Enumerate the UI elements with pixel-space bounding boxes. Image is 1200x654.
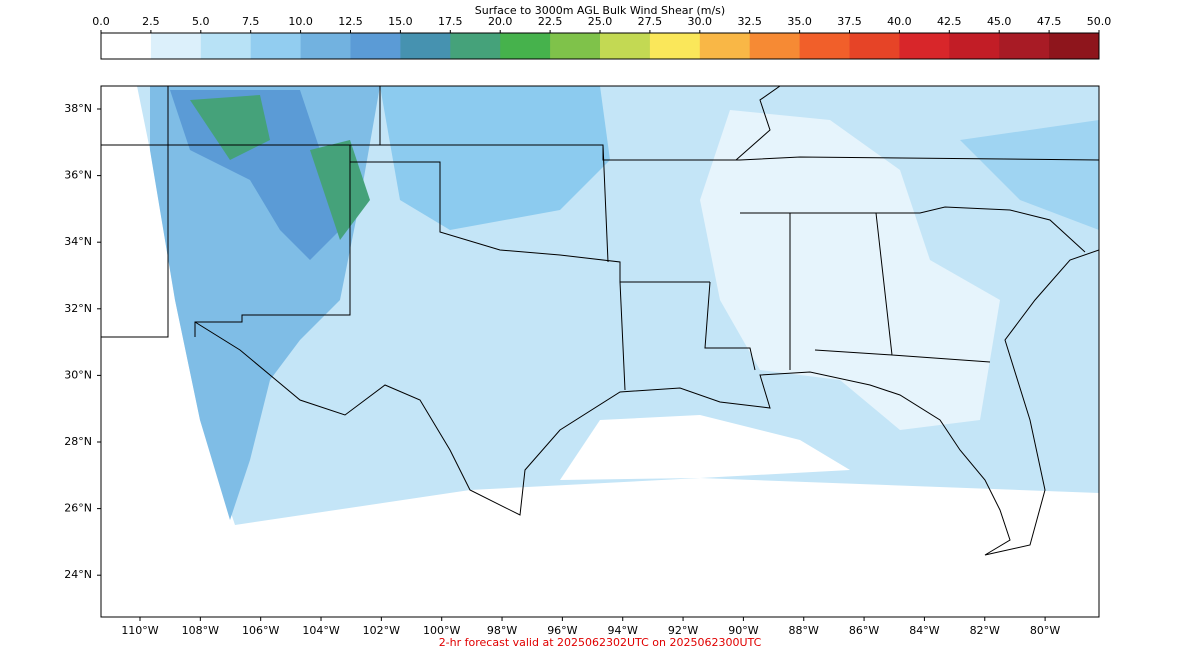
lon-label: 84°W xyxy=(909,624,939,637)
colorbar-segment xyxy=(749,33,801,59)
colorbar-tick-label: 10.0 xyxy=(288,15,313,28)
colorbar-segment xyxy=(400,33,451,59)
field-area xyxy=(190,95,370,240)
lon-label: 82°W xyxy=(970,624,1000,637)
colorbar-segment xyxy=(550,33,601,59)
field-area xyxy=(560,415,850,480)
lon-label: 106°W xyxy=(242,624,279,637)
colorbar-tick-label: 22.5 xyxy=(538,15,563,28)
colorbar-tick-label: 45.0 xyxy=(987,15,1012,28)
colorbar-tick-label: 5.0 xyxy=(192,15,210,28)
lon-label: 90°W xyxy=(728,624,758,637)
boundaries xyxy=(101,86,1099,556)
colorbar-tick-label: 15.0 xyxy=(388,15,413,28)
colorbar-segment xyxy=(500,33,551,59)
lon-label: 96°W xyxy=(547,624,577,637)
lon-label: 110°W xyxy=(121,624,158,637)
colorbar-segment xyxy=(600,33,651,59)
colorbar-tick-label: 30.0 xyxy=(688,15,713,28)
colorbar-tick-label: 47.5 xyxy=(1037,15,1062,28)
colorbar-tick-label: 42.5 xyxy=(937,15,962,28)
colorbar-tick-label: 35.0 xyxy=(787,15,812,28)
lat-label: 38°N xyxy=(64,102,92,115)
colorbar-tick-label: 37.5 xyxy=(837,15,862,28)
colorbar-segment xyxy=(1049,33,1100,59)
graticule-labels: 38°N 36°N 34°N 32°N 30°N 28°N 26°N 24°N 110°W 108… xyxy=(64,102,1060,637)
lon-label: 108°W xyxy=(182,624,219,637)
lon-label: 100°W xyxy=(423,624,460,637)
colorbar-tick-label: 50.0 xyxy=(1087,15,1112,28)
field-area xyxy=(960,120,1099,230)
lon-label: 80°W xyxy=(1030,624,1060,637)
colorbar-segment xyxy=(899,33,950,59)
colorbar-segment xyxy=(799,33,850,59)
colorbar-title: Surface to 3000m AGL Bulk Wind Shear (m/… xyxy=(475,4,725,17)
colorbar-segment xyxy=(849,33,900,59)
lat-label: 24°N xyxy=(64,568,92,581)
colorbar-segment xyxy=(350,33,401,59)
map: 38°N 36°N 34°N 32°N 30°N 28°N 26°N 24°N 110°W 108… xyxy=(64,85,1100,637)
lat-label: 32°N xyxy=(64,302,92,315)
lon-label: 104°W xyxy=(302,624,339,637)
colorbar-tick-label: 17.5 xyxy=(438,15,463,28)
colorbar-segment xyxy=(300,33,351,59)
colorbar-segment xyxy=(649,33,701,59)
lat-label: 30°N xyxy=(64,368,92,381)
colorbar-segment xyxy=(150,33,202,59)
lon-label: 102°W xyxy=(363,624,400,637)
colorbar-segment xyxy=(450,33,501,59)
lon-label: 98°W xyxy=(487,624,517,637)
footer: 2-hr forecast valid at 2025062302UTC on … xyxy=(439,636,762,649)
shear-field xyxy=(137,86,1099,525)
colorbar-tick-label: 2.5 xyxy=(142,15,160,28)
colorbar-segment xyxy=(101,33,152,59)
lon-label: 92°W xyxy=(668,624,698,637)
lat-label: 26°N xyxy=(64,502,92,515)
colorbar-tick-label: 27.5 xyxy=(638,15,663,28)
colorbar: 0.0 2.5 5.0 7.5 10.0 12.5 15.0 17.5 20.0 22.5 25.0… xyxy=(92,15,1112,60)
colorbar-tick-label: 20.0 xyxy=(488,15,513,28)
colorbar-tick-label: 0.0 xyxy=(92,15,110,28)
colorbar-tick-label: 25.0 xyxy=(588,15,613,28)
colorbar-segment xyxy=(949,33,1000,59)
lat-label: 28°N xyxy=(64,435,92,448)
field-area xyxy=(700,110,1000,430)
lon-label: 86°W xyxy=(849,624,879,637)
lon-label: 94°W xyxy=(608,624,638,637)
lat-label: 36°N xyxy=(64,169,92,182)
colorbar-segment xyxy=(250,33,302,59)
lat-label: 34°N xyxy=(64,235,92,248)
colorbar-tick-label: 7.5 xyxy=(242,15,260,28)
colorbar-segment xyxy=(699,33,751,59)
lon-label: 88°W xyxy=(789,624,819,637)
colorbar-tick-label: 32.5 xyxy=(737,15,762,28)
colorbar-segment xyxy=(999,33,1050,59)
map-frame xyxy=(100,85,1100,618)
colorbar-segment xyxy=(200,33,252,59)
colorbar-tick-label: 12.5 xyxy=(338,15,363,28)
colorbar-tick-label: 40.0 xyxy=(887,15,912,28)
field-area xyxy=(380,86,610,230)
